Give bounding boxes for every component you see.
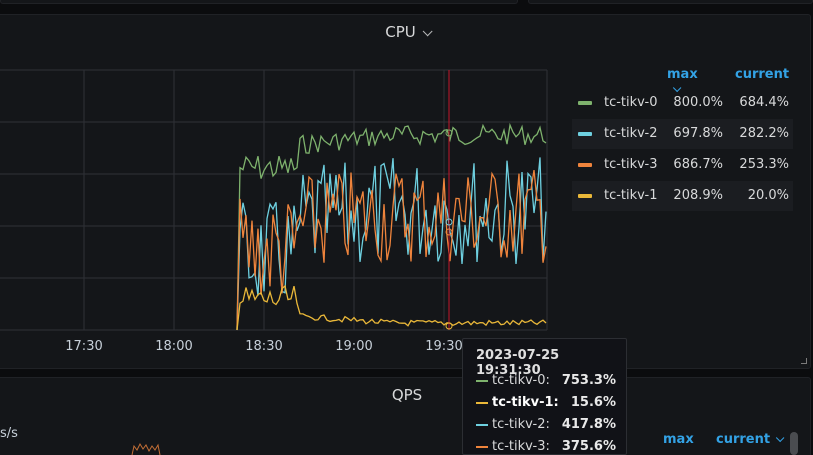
- legend-max-value: 697.8%: [673, 126, 723, 141]
- x-tick-label: 17:30: [65, 339, 103, 354]
- x-tick-label: 18:00: [155, 339, 193, 354]
- legend-max-value: 686.7%: [673, 157, 723, 172]
- hover-tooltip: 2023-07-25 19:31:30 tc-tikv-0: 753.3% tc…: [462, 338, 627, 455]
- legend-max-value: 208.9%: [673, 188, 723, 203]
- tooltip-swatch: [476, 446, 488, 448]
- cpu-panel-title[interactable]: CPU: [327, 23, 487, 41]
- tooltip-time: 2023-07-25 19:31:30: [476, 348, 560, 378]
- legend-sort-current[interactable]: current: [735, 67, 790, 82]
- legend-item-tc-tikv-2[interactable]: tc-tikv-2 697.8% 282.2%: [572, 119, 793, 149]
- legend-current-value: 253.3%: [739, 157, 789, 172]
- legend-max-label: max: [667, 67, 698, 82]
- above-panel-right-edge: [528, 0, 813, 4]
- legend-current-value: 20.0%: [747, 188, 789, 203]
- cpu-panel-title-text: CPU: [385, 23, 416, 41]
- qps-panel: QPS: [0, 377, 811, 455]
- tooltip-value: 375.6%: [561, 439, 616, 454]
- series-swatch[interactable]: [578, 132, 592, 136]
- tooltip-swatch: [476, 380, 488, 382]
- above-panel-left-edge: [0, 0, 518, 4]
- panel-resize-icon[interactable]: [801, 358, 807, 364]
- legend-series-name[interactable]: tc-tikv-2: [604, 126, 658, 141]
- x-tick-label: 18:30: [245, 339, 283, 354]
- x-tick-label: 19:00: [335, 339, 373, 354]
- legend-series-name[interactable]: tc-tikv-3: [604, 157, 658, 172]
- legend-series-name[interactable]: tc-tikv-0: [604, 95, 658, 110]
- legend-current-value: 282.2%: [739, 126, 789, 141]
- tooltip-series-name: tc-tikv-3:: [492, 439, 550, 454]
- tooltip-series-name: tc-tikv-0:: [492, 373, 550, 388]
- legend-max-value: 800.0%: [673, 95, 723, 110]
- legend-item-tc-tikv-1[interactable]: tc-tikv-1 208.9% 20.0%: [572, 181, 793, 211]
- tooltip-swatch: [476, 402, 488, 404]
- legend-item-tc-tikv-0[interactable]: tc-tikv-0 800.0% 684.4%: [572, 88, 793, 118]
- top-panel-edges: [0, 0, 813, 8]
- chevron-down-icon[interactable]: [422, 26, 433, 37]
- tooltip-swatch: [476, 424, 488, 426]
- tooltip-value: 753.3%: [561, 373, 616, 388]
- qps-legend-current-label: current: [716, 432, 771, 447]
- series-swatch[interactable]: [578, 194, 592, 198]
- qps-panel-title[interactable]: QPS: [391, 386, 423, 404]
- tooltip-value: 417.8%: [561, 417, 616, 432]
- tooltip-value: 15.6%: [570, 395, 616, 410]
- tooltip-row: tc-tikv-0: 753.3%: [476, 372, 616, 392]
- qps-legend-sort-current[interactable]: current: [716, 432, 785, 447]
- tooltip-row: tc-tikv-2: 417.8%: [476, 416, 616, 436]
- tooltip-series-name: tc-tikv-2:: [492, 417, 550, 432]
- series-swatch[interactable]: [578, 163, 592, 167]
- legend-item-tc-tikv-3[interactable]: tc-tikv-3 686.7% 253.3%: [572, 150, 793, 180]
- tooltip-row: tc-tikv-3: 375.6%: [476, 438, 616, 455]
- legend-sort-max[interactable]: max: [667, 67, 698, 97]
- x-tick-label: 19:30: [425, 339, 463, 354]
- qps-y-unit: s/s: [0, 426, 18, 441]
- legend-scrollbar[interactable]: [790, 432, 798, 455]
- series-swatch[interactable]: [578, 101, 592, 105]
- tooltip-series-name: tc-tikv-1:: [492, 395, 559, 410]
- legend-series-name[interactable]: tc-tikv-1: [604, 188, 658, 203]
- legend-current-value: 684.4%: [739, 95, 789, 110]
- tooltip-row: tc-tikv-1: 15.6%: [476, 394, 616, 414]
- qps-legend-sort-max[interactable]: max: [663, 432, 694, 447]
